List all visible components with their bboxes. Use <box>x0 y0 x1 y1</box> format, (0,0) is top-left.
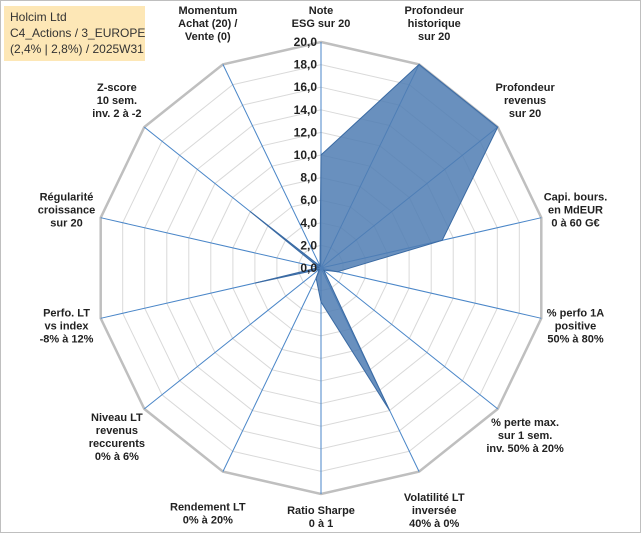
axis-label-line: Note <box>309 5 333 17</box>
axis-spoke <box>143 267 322 410</box>
axis-label-line: inv. 2 à -2 <box>92 108 141 120</box>
axis-label-line: croissance <box>38 204 95 216</box>
axis-label-line: Achat (20) / <box>178 18 237 30</box>
axis-label: % perfo 1A positive 50% à 80% <box>547 308 605 346</box>
radar-series <box>249 63 499 411</box>
axis-label-line: 0 à 1 <box>309 518 333 530</box>
tick-label: 18,0 <box>294 58 318 72</box>
series-area <box>249 63 499 411</box>
axis-label: Z-score 10 sem. inv. 2 à -2 <box>92 82 141 120</box>
axis-label: Perfo. LT vs index -8% à 12% <box>40 308 94 346</box>
title-period: (2,4% | 2,8%) / 2025W31 <box>10 42 144 56</box>
axis-label-line: sur 20 <box>418 31 450 43</box>
axis-label-line: 0 à 60 G€ <box>551 217 599 229</box>
axis-spoke <box>222 267 322 472</box>
axis-label: Momentum Achat (20) / Vente (0) <box>178 5 237 43</box>
axis-label: % perte max. sur 1 sem. inv. 50% à 20% <box>486 417 564 455</box>
axis-label-line: ESG sur 20 <box>292 18 351 30</box>
axis-label-line: 10 sem. <box>97 95 137 107</box>
axis-label-line: -8% à 12% <box>40 334 94 346</box>
axis-label: Ratio Sharpe 0 à 1 <box>287 505 355 530</box>
axis-label-line: en MdEUR <box>548 204 603 216</box>
axis-spoke <box>320 267 499 410</box>
axis-label-line: Momentum <box>178 5 237 17</box>
axis-label-line: Rendement LT <box>170 502 246 514</box>
axis-label-line: sur 20 <box>50 217 82 229</box>
tick-label: 8,0 <box>300 171 317 185</box>
axis-label-line: sur 1 sem. <box>498 430 552 442</box>
tick-label: 10,0 <box>294 148 318 162</box>
axis-label: Profondeur historique sur 20 <box>405 5 465 43</box>
radar-tick-labels: 0,0 2,0 4,0 6,0 8,0 10,0 12,0 14,0 16,0 18,0 20,0 <box>294 35 318 275</box>
axis-label-line: 50% à 80% <box>547 334 603 346</box>
axis-label-line: positive <box>555 321 597 333</box>
axis-label-line: inversée <box>412 505 457 517</box>
axis-label-line: 0% à 20% <box>183 515 233 527</box>
axis-spoke <box>100 217 322 269</box>
axis-label-line: Régularité <box>40 191 94 203</box>
axis-label-line: Profondeur <box>495 82 555 94</box>
axis-label-line: % perfo 1A <box>547 308 605 320</box>
axis-label-line: revenus <box>504 95 546 107</box>
title-box: Holcim Ltd C4_Actions / 3_EUROPE (2,4% |… <box>4 6 145 61</box>
axis-label: Régularité croissance sur 20 <box>38 191 95 229</box>
axis-label: Niveau LT revenus reccurents 0% à 6% <box>89 412 145 463</box>
axis-label: Profondeur revenus sur 20 <box>495 82 555 120</box>
axis-label-line: vs index <box>44 321 89 333</box>
axis-label-line: Perfo. LT <box>43 308 90 320</box>
axis-label-line: 0% à 6% <box>95 451 139 463</box>
axis-label: Capi. bours. en MdEUR 0 à 60 G€ <box>544 191 608 229</box>
axis-spoke <box>222 64 322 269</box>
tick-label: 4,0 <box>300 216 317 230</box>
axis-label-line: Niveau LT <box>91 412 143 424</box>
tick-label: 16,0 <box>294 80 318 94</box>
axis-label-line: Vente (0) <box>185 31 231 43</box>
title-company: Holcim Ltd <box>10 10 67 24</box>
axis-label: Rendement LT 0% à 20% <box>170 502 246 527</box>
tick-label: 0,0 <box>300 261 317 275</box>
axis-label-line: inv. 50% à 20% <box>486 443 564 455</box>
axis-spoke <box>320 267 542 319</box>
axis-label: Note ESG sur 20 <box>292 5 351 30</box>
axis-label-line: % perte max. <box>491 417 559 429</box>
axis-label-line: Profondeur <box>405 5 465 17</box>
tick-label: 12,0 <box>294 125 318 139</box>
title-category: C4_Actions / 3_EUROPE <box>10 26 146 40</box>
axis-label-line: 40% à 0% <box>409 518 459 530</box>
tick-label: 14,0 <box>294 103 318 117</box>
axis-label-line: historique <box>408 18 461 30</box>
axis-label-line: sur 20 <box>509 108 541 120</box>
axis-label: Volatilité LT inversée 40% à 0% <box>404 492 465 530</box>
tick-label: 6,0 <box>300 193 317 207</box>
axis-label-line: Volatilité LT <box>404 492 465 504</box>
axis-label-line: revenus <box>96 425 138 437</box>
tick-label: 2,0 <box>300 238 317 252</box>
tick-label: 20,0 <box>294 35 318 49</box>
axis-label-line: Ratio Sharpe <box>287 505 355 517</box>
axis-label-line: Capi. bours. <box>544 191 608 203</box>
axis-label-line: reccurents <box>89 438 145 450</box>
axis-label-line: Z-score <box>97 82 137 94</box>
